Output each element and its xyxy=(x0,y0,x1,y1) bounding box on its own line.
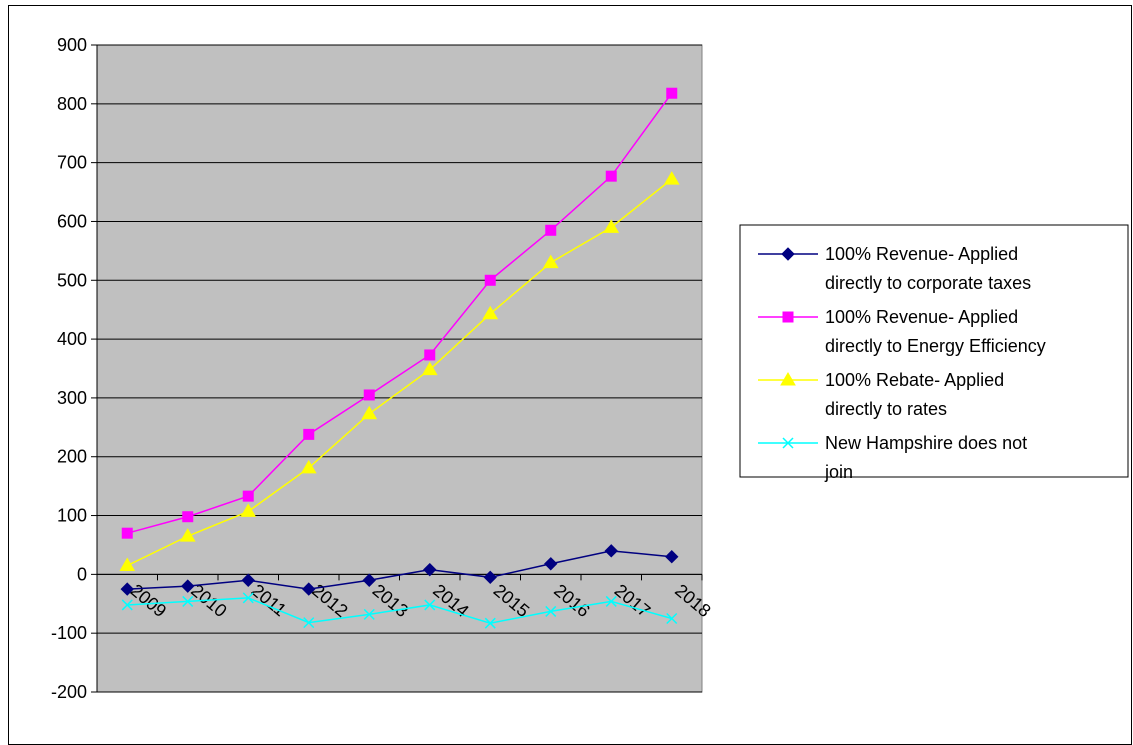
data-point xyxy=(121,599,133,611)
data-point xyxy=(545,224,557,236)
data-point xyxy=(121,527,133,539)
data-point xyxy=(242,592,254,604)
data-point xyxy=(605,170,617,182)
data-point xyxy=(666,87,678,99)
y-tick-label: 400 xyxy=(57,329,87,349)
data-point xyxy=(300,459,317,474)
data-point xyxy=(605,595,617,607)
data-point xyxy=(484,274,496,286)
y-tick-label: 500 xyxy=(57,270,87,290)
y-tick-label: 100 xyxy=(57,506,87,526)
data-point xyxy=(666,612,678,625)
y-tick-label: -200 xyxy=(51,682,87,702)
data-point xyxy=(421,361,438,376)
data-point xyxy=(663,171,680,185)
data-point xyxy=(240,503,257,517)
legend-marker xyxy=(782,311,794,323)
series-line-1 xyxy=(127,550,672,590)
y-tick-label: 600 xyxy=(57,211,87,231)
data-point xyxy=(242,490,254,502)
legend-label: directly to corporate taxes xyxy=(825,273,1031,293)
legend-marker xyxy=(780,372,796,386)
legend-label: 100% Revenue- Applied xyxy=(825,307,1018,327)
data-point xyxy=(119,557,136,572)
series-line-2 xyxy=(127,92,673,534)
data-point xyxy=(120,582,134,596)
plot-area xyxy=(96,44,703,693)
line-chart: 9008007006005004003002001000-100-2002009… xyxy=(51,35,1129,702)
y-tick-label: -100 xyxy=(51,623,87,643)
data-point xyxy=(362,573,376,587)
y-tick-label: 300 xyxy=(57,388,87,408)
data-point xyxy=(302,582,316,596)
y-tick-label: 800 xyxy=(57,94,87,114)
data-point xyxy=(363,389,375,401)
legend-label: directly to rates xyxy=(825,399,947,419)
legend-label: 100% Rebate- Applied xyxy=(825,370,1004,390)
data-point xyxy=(182,511,194,523)
data-point xyxy=(179,528,196,542)
legend-label: join xyxy=(824,462,853,482)
data-point xyxy=(363,608,375,620)
data-point xyxy=(544,557,558,571)
data-point xyxy=(482,305,499,320)
series-line-4 xyxy=(127,597,672,624)
data-point xyxy=(241,573,255,587)
data-point xyxy=(604,544,618,558)
y-tick-label: 700 xyxy=(57,153,87,173)
data-point xyxy=(424,349,436,361)
legend-label: New Hampshire does not xyxy=(825,433,1027,453)
data-point xyxy=(545,605,557,617)
data-point xyxy=(181,579,195,593)
legend-label: 100% Revenue- Applied xyxy=(825,244,1018,264)
y-tick-label: 900 xyxy=(57,35,87,55)
data-point xyxy=(665,550,679,564)
data-point xyxy=(303,617,315,629)
series-line-3 xyxy=(126,178,673,567)
data-point xyxy=(542,254,559,269)
legend-marker xyxy=(782,437,794,449)
data-point xyxy=(303,428,315,440)
y-tick-label: 200 xyxy=(57,447,87,467)
data-point xyxy=(603,219,620,233)
data-point xyxy=(483,570,497,585)
data-point xyxy=(361,405,378,420)
legend-label: directly to Energy Efficiency xyxy=(825,336,1046,356)
data-point xyxy=(424,599,436,611)
y-tick-label: 0 xyxy=(77,564,87,584)
data-point xyxy=(182,595,194,607)
data-point xyxy=(484,617,496,629)
legend xyxy=(739,224,1129,478)
data-point xyxy=(423,562,437,577)
legend-marker xyxy=(781,247,795,261)
